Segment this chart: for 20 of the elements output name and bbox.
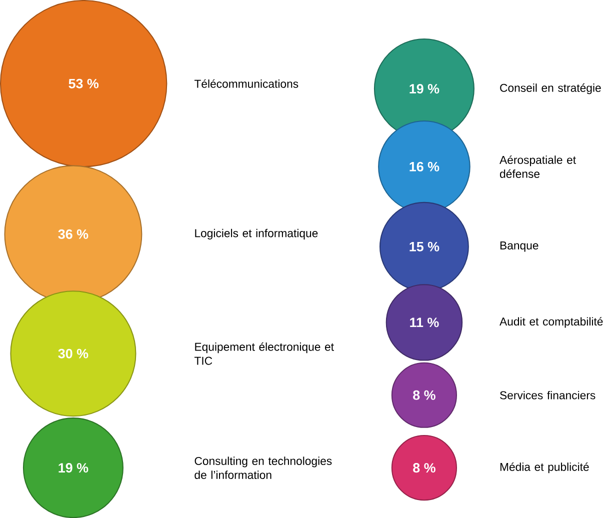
category-label: Télécommunications [194, 79, 298, 88]
category-label: Audit et comptabilité [500, 317, 603, 328]
data-label: 19 % [58, 463, 88, 473]
category-label: Services financiers [500, 390, 596, 400]
data-label: 53 % [68, 78, 99, 88]
data-label: 19 % [410, 84, 440, 94]
category-label: Logiciels et informatique [195, 228, 318, 240]
category-label: Banque [500, 242, 538, 252]
category-label: Consulting en technologies de l’information [194, 456, 332, 479]
data-label: 36 % [58, 229, 88, 239]
data-label: 15 % [410, 242, 440, 252]
data-label: 8 % [413, 463, 436, 473]
data-label: 30 % [58, 348, 88, 358]
data-label: 8 % [413, 390, 436, 400]
category-label: Aérospatiale et défense [500, 155, 576, 178]
category-label: Equipement électronique et TIC [194, 342, 334, 365]
data-label: 16 % [410, 162, 440, 172]
category-label: Conseil en stratégie [500, 83, 601, 94]
data-label: 11 % [410, 318, 439, 328]
category-label: Média et publicité [500, 462, 589, 474]
